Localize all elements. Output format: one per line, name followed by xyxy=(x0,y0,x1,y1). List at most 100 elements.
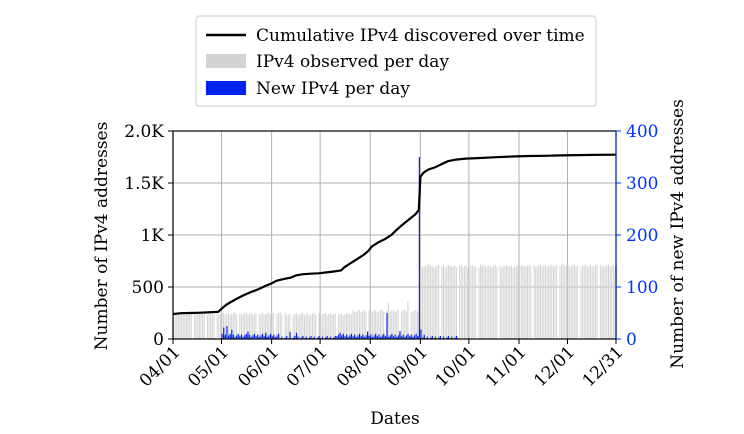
bar-observed xyxy=(577,265,579,339)
bar-observed xyxy=(300,313,302,339)
bar-observed xyxy=(206,314,208,339)
bar-new xyxy=(292,337,294,339)
bar-observed xyxy=(174,313,176,339)
bar-new xyxy=(400,336,403,339)
bar-new xyxy=(253,333,256,339)
bar-new xyxy=(373,335,375,339)
x-axis: 04/01 05/01 06/01 07/01 08/01 09/01 10/01 11/01… xyxy=(136,339,628,391)
bar-observed xyxy=(195,314,197,339)
bar-observed xyxy=(604,266,606,339)
y-left-tick-label: 0 xyxy=(153,330,164,350)
bar-observed xyxy=(431,265,433,339)
bar-observed xyxy=(321,314,323,339)
bar-observed xyxy=(478,267,480,339)
bar-new xyxy=(397,335,399,339)
bar-new xyxy=(379,336,382,339)
bar-observed xyxy=(357,310,359,339)
bar-observed xyxy=(504,265,506,339)
bar-observed xyxy=(575,266,577,339)
bar-observed xyxy=(548,266,550,339)
bar-observed xyxy=(273,312,275,339)
gridlines xyxy=(172,130,617,340)
bar-new xyxy=(274,336,277,339)
bar-observed xyxy=(507,267,509,339)
bar-observed xyxy=(286,315,288,339)
bar-new xyxy=(333,337,335,339)
bar-observed xyxy=(586,266,588,339)
series-cumulative-line xyxy=(172,153,617,316)
bar-new xyxy=(261,333,264,339)
y-left-tick-label: 2.0K xyxy=(124,122,164,142)
bar-observed xyxy=(182,312,184,339)
bar-observed xyxy=(354,312,356,339)
legend-swatch-observed xyxy=(206,54,246,68)
bar-observed xyxy=(218,314,220,339)
x-tick-label: 05/01 xyxy=(184,342,233,391)
bar-observed xyxy=(265,313,267,339)
bar-observed xyxy=(216,312,218,339)
bar-observed xyxy=(417,311,419,339)
bar-observed xyxy=(371,311,373,339)
bar-observed xyxy=(329,313,331,339)
bar-observed xyxy=(588,265,590,339)
bar-new xyxy=(417,336,419,339)
bar-observed xyxy=(607,264,609,339)
bar-observed xyxy=(428,264,430,339)
bar-new xyxy=(237,333,239,339)
bar-observed xyxy=(452,266,454,339)
bar-observed xyxy=(389,311,391,339)
bar-observed xyxy=(294,314,296,339)
bar-new xyxy=(399,331,401,339)
bar-observed xyxy=(562,264,564,339)
bar-new xyxy=(229,333,231,339)
bar-observed xyxy=(350,314,352,339)
bar-observed xyxy=(313,312,315,339)
bar-observed xyxy=(443,265,445,339)
bar-new xyxy=(339,332,341,339)
bar-observed xyxy=(413,310,415,339)
bar-observed xyxy=(538,265,540,339)
bar-observed xyxy=(462,267,464,339)
bar-observed xyxy=(570,266,572,339)
bar-observed xyxy=(320,315,322,339)
bar-new xyxy=(451,336,453,339)
bar-new xyxy=(402,334,404,339)
bar-observed xyxy=(433,267,435,339)
bar-observed xyxy=(347,312,349,339)
bar-observed xyxy=(554,265,556,339)
bar-observed xyxy=(464,266,466,339)
bar-new xyxy=(455,335,458,339)
bar-observed xyxy=(583,265,585,339)
legend-swatch-new xyxy=(206,81,246,95)
bar-observed xyxy=(502,266,504,339)
bar-new xyxy=(426,336,429,339)
bar-observed xyxy=(234,312,236,339)
bar-new xyxy=(270,333,272,339)
bar-observed xyxy=(582,266,584,339)
bar-observed xyxy=(197,313,199,339)
bar-observed xyxy=(420,265,422,339)
bar-observed xyxy=(475,266,477,339)
bar-observed xyxy=(506,264,508,339)
bar-observed xyxy=(603,266,605,339)
bar-new xyxy=(352,336,354,339)
bar-observed xyxy=(470,265,472,339)
bar-new xyxy=(234,336,236,339)
bar-observed xyxy=(546,266,548,339)
bar-observed xyxy=(551,264,553,339)
bar-observed xyxy=(599,265,601,339)
bar-observed xyxy=(580,266,582,339)
bar-new xyxy=(371,336,374,339)
bar-new xyxy=(392,336,395,339)
bar-observed xyxy=(187,313,189,339)
bar-new xyxy=(418,157,420,339)
bar-new xyxy=(415,333,417,339)
bar-new xyxy=(258,336,260,339)
bar-observed xyxy=(436,265,438,339)
series-new-bars xyxy=(173,157,459,339)
bar-new xyxy=(244,335,246,339)
bar-observed xyxy=(585,264,587,339)
bar-new xyxy=(255,336,257,339)
bar-new xyxy=(412,336,414,339)
bar-observed xyxy=(305,314,307,339)
